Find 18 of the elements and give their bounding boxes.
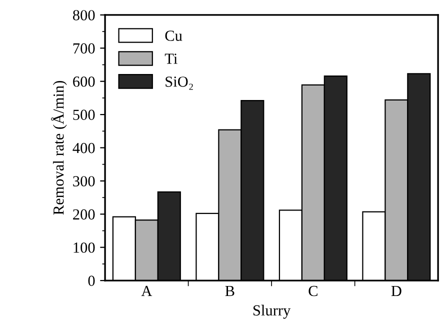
- x-axis-title: Slurry: [253, 304, 291, 319]
- y-tick-label: 400: [72, 142, 95, 154]
- y-tick-label: 200: [73, 209, 95, 220]
- y-tick-label: 100: [74, 242, 95, 253]
- x-tick-label: A: [141, 286, 152, 296]
- y-axis-title: Removal rate (Å/min): [51, 80, 67, 215]
- legend-label: Ti: [164, 54, 178, 64]
- legend-label: SiO₂: [166, 76, 193, 90]
- y-tick-label: 800: [72, 10, 95, 20]
- x-tick-label: C: [308, 286, 318, 296]
- y-tick-label: 300: [73, 176, 95, 186]
- y-tick-label: 0: [88, 276, 95, 286]
- x-tick-label: B: [225, 286, 234, 296]
- y-tick-label: 600: [73, 76, 95, 87]
- x-tick-label: D: [391, 286, 402, 296]
- legend-label: Cu: [165, 30, 182, 41]
- y-tick-label: 700: [73, 43, 95, 54]
- y-tick-label: 500: [73, 110, 95, 120]
